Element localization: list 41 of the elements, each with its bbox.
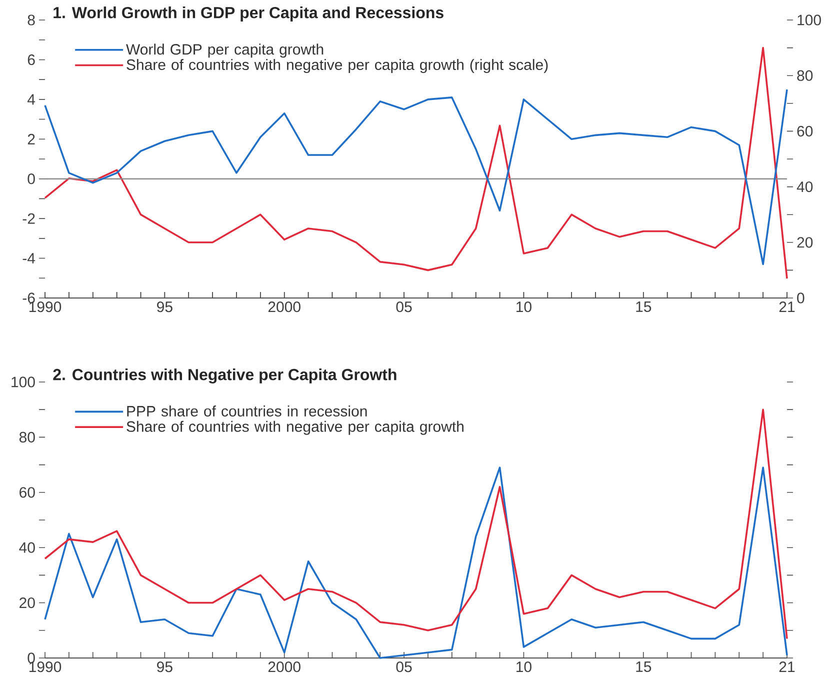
y2-tick-label: 0 [797,292,804,304]
line-series [44,88,788,266]
x-tick-label: 2000 [268,662,300,672]
y-tick-label: 6 [28,54,35,66]
x-tick-label: 1990 [29,302,62,312]
x-tick-label: 1990 [29,662,62,672]
y-tick-label: -4 [22,253,36,264]
chart-title: 1. World Growth in GDP per Capita and Recessions [54,6,444,22]
y-tick-label: 80 [19,432,35,442]
y2-tick-label: 100 [798,14,821,26]
y2-tick-label: 20 [797,237,813,248]
x-tick-label: 05 [396,302,412,312]
x-tick-label: 95 [157,302,172,312]
x-tick-label: 95 [157,662,172,672]
x-tick-label: 21 [779,662,795,672]
y-tick-label: 4 [27,94,36,105]
x-tick-label: 15 [636,662,652,672]
y-tick-label: 8 [28,14,35,26]
x-tick-label: 2000 [268,302,300,312]
y-tick-label: 40 [19,542,35,553]
x-tick-label: 05 [396,662,412,672]
x-tick-label: 21 [779,302,795,312]
legend-label: Share of countries with negative per capita growth (right scale) [126,59,548,74]
legend-label: PPP share of countries in recession [127,406,367,417]
x-tick-label: 10 [516,662,532,672]
chart-title: 2. Countries with Negative per Capita Growth [53,368,396,384]
y-tick-label: -2 [22,213,35,224]
y-tick-label: -6 [22,292,35,304]
y-tick-label: 20 [20,597,35,608]
y2-tick-label: 80 [797,70,813,81]
legend-label: World GDP per capita growth [126,44,324,58]
y-tick-label: 60 [20,487,35,498]
y-tick-label: 0 [28,174,35,184]
y2-tick-label: 40 [796,181,813,192]
y-tick-label: 100 [12,376,35,388]
x-tick-label: 10 [516,302,532,312]
y-tick-label: 2 [28,134,35,144]
y2-tick-label: 60 [797,126,813,136]
line-series [44,466,788,659]
legend-label: Share of countries with negative per capita growth [126,420,464,435]
x-tick-label: 15 [636,302,652,312]
